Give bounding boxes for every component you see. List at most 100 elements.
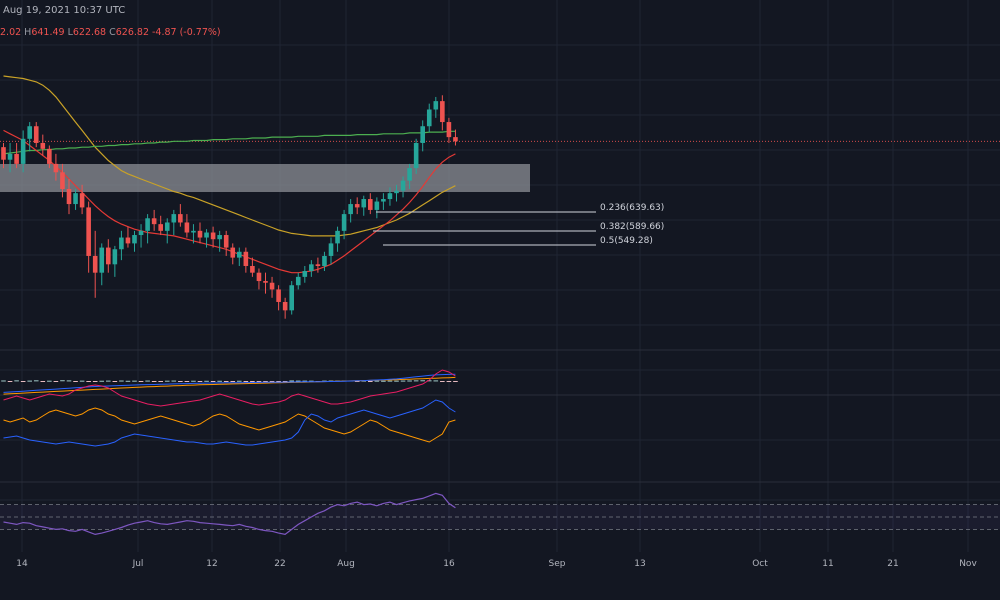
macd-histogram-bar [33, 380, 39, 382]
x-tick-label: 21 [887, 559, 898, 569]
candle-body [243, 251, 249, 266]
candle-body [440, 101, 445, 123]
macd-histogram-bar [446, 381, 452, 382]
macd-histogram-bar [381, 380, 386, 382]
macd-histogram-bar [7, 381, 13, 382]
candle-body [20, 138, 26, 164]
candle-body [276, 289, 281, 302]
ohlc-high-label: H [24, 27, 32, 38]
ohlc-high: 641.49 [31, 27, 65, 38]
candle-body [322, 255, 327, 266]
x-tick-label: Oct [752, 559, 768, 569]
candle-body [79, 193, 85, 208]
macd-histogram-bar [158, 381, 163, 382]
candle-body [217, 235, 222, 240]
macd-histogram-bar [433, 380, 439, 382]
candle-body [204, 232, 209, 238]
macd-histogram-bar [394, 380, 399, 382]
candle-body [315, 264, 321, 266]
candle-body [151, 218, 157, 225]
macd-histogram-bar [420, 380, 425, 382]
x-tick-label: Nov [959, 559, 977, 569]
macd-histogram-bar [66, 380, 72, 382]
candle-body [387, 193, 393, 200]
macd-histogram-bar [47, 380, 52, 382]
candle-body [394, 190, 399, 194]
macd-histogram-bar [99, 380, 105, 382]
candle-body [40, 142, 46, 149]
candle-body [33, 126, 39, 143]
macd-histogram-bar [20, 381, 26, 382]
macd-histogram-bar [73, 381, 78, 382]
macd-histogram-bar [407, 380, 412, 382]
oscillator-blue-line [3, 399, 456, 447]
fib-level-label: 0.5(549.28) [600, 236, 653, 246]
oscillator-pink-line [3, 369, 456, 407]
candle-body [420, 126, 425, 143]
macd-histogram-bar [164, 380, 170, 382]
ohlc-close: 626.82 [115, 27, 149, 38]
macd-histogram-bar [92, 381, 98, 382]
macd-histogram-bar [250, 381, 255, 382]
candle-body [1, 147, 6, 160]
candle-body [53, 163, 59, 173]
candle-body [210, 232, 216, 240]
macd-histogram-bar [269, 381, 275, 382]
candle-body [191, 230, 196, 233]
ohlc-open: 2.02 [0, 27, 22, 38]
candle-body [86, 207, 91, 256]
macd-histogram-bar [191, 380, 196, 382]
macd-histogram-bar [14, 380, 19, 382]
fib-level-label: 0.236(639.63) [600, 203, 664, 213]
candle-body [354, 204, 360, 208]
candle-body [446, 122, 452, 138]
candle-body [361, 199, 367, 208]
macd-histogram-bar [354, 381, 360, 382]
candle-body [178, 214, 183, 223]
candle-body [138, 230, 144, 236]
candle-body [132, 235, 137, 244]
chart-datetime: Aug 19, 2021 10:37 UTC [3, 5, 126, 16]
macd-histogram-bar [106, 380, 111, 382]
candle-body [99, 247, 105, 273]
x-tick-label: 12 [206, 559, 217, 569]
candle-body [73, 193, 78, 205]
candle-body [413, 142, 419, 169]
macd-histogram-bar [426, 380, 432, 382]
x-tick-label: Aug [337, 559, 355, 569]
macd-histogram-bar [295, 380, 301, 382]
candle-body [7, 153, 13, 160]
candle-body [164, 222, 170, 231]
candle-body [27, 126, 32, 139]
candle-body [374, 201, 380, 210]
x-tick-label: 14 [16, 559, 28, 569]
candle-body [368, 199, 373, 210]
candle-body [237, 251, 242, 258]
candle-body [407, 168, 412, 181]
macd-histogram-bar [217, 380, 222, 382]
candle-body [335, 230, 340, 244]
macd-histogram-bar [27, 380, 32, 382]
candle-body [66, 189, 72, 205]
ohlc-low-label: L [67, 27, 73, 38]
resistance-zone [0, 164, 530, 192]
macd-histogram-bar [230, 381, 236, 382]
x-tick-label: 11 [822, 559, 833, 569]
macd-histogram-bar [204, 380, 209, 382]
macd-histogram-bar [387, 380, 393, 382]
rsi-line [3, 492, 456, 536]
ohlc-readout: 2.02 H641.49 L622.68 C626.82 -4.87 (-0.77%) [0, 27, 224, 38]
candle-body [47, 148, 52, 164]
candle-body [125, 237, 131, 244]
x-tick-label: Jul [132, 559, 144, 569]
macd-histogram-bar [53, 381, 59, 382]
macd-histogram-bar [282, 381, 288, 382]
macd-histogram-bar [263, 381, 268, 382]
candle-body [295, 276, 301, 286]
x-tick-label: 16 [443, 559, 455, 569]
macd-histogram-bar [400, 380, 406, 382]
macd-histogram-bar [125, 380, 131, 382]
ohlc-change: -4.87 (-0.77%) [152, 27, 221, 38]
macd-histogram-bar [171, 380, 177, 382]
